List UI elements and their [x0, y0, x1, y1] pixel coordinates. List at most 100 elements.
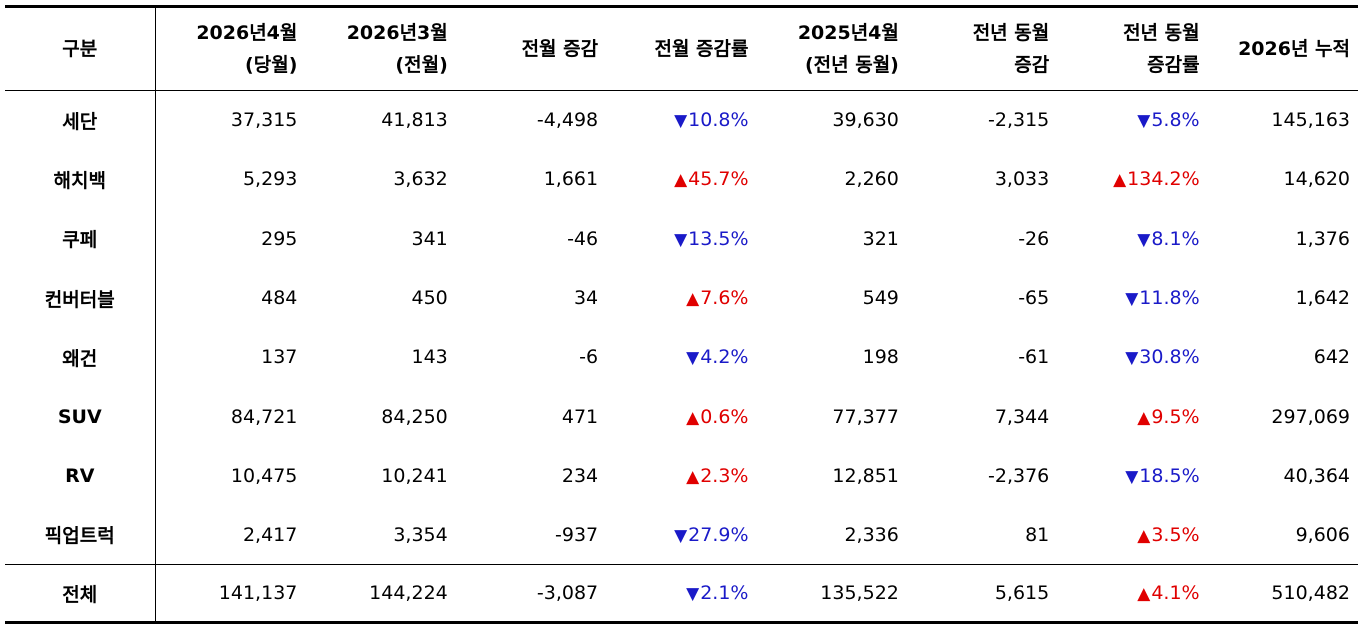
- previous-month-cell: 3,632: [393, 168, 448, 191]
- triangle-up-icon: ▲: [1137, 584, 1151, 605]
- yoy-rate-cell: ▼8.1%: [1057, 209, 1207, 268]
- mom-rate-cell: ▲2.3%: [606, 446, 756, 505]
- ytd-cell: 14,620: [1283, 168, 1350, 191]
- yoy-change-cell: -2,376: [988, 464, 1050, 487]
- rate-value: 4.1%: [1151, 582, 1200, 605]
- yoy-rate-cell: ▼18.5%: [1057, 446, 1207, 505]
- rate-value: 11.8%: [1139, 287, 1200, 310]
- rate-value: 4.2%: [700, 346, 749, 369]
- ytd-cell: 297,069: [1271, 405, 1350, 428]
- table-row: 픽업트럭 2,417 3,354 -937 ▼27.9% 2,336 81 ▲3.5% 9,60…: [5, 505, 1358, 565]
- header-row: 구분 2026년4월 (당월) 2026년3월 (전월) 전월 증감 전월 증감률 2025년…: [5, 6, 1358, 91]
- yoy-change-cell: -65: [1018, 287, 1050, 310]
- ytd-cell: 510,482: [1207, 564, 1358, 625]
- category-cell: 해치백: [5, 149, 156, 210]
- table-row: RV 10,475 10,241 234 ▲2.3% 12,851 -2,376 ▼18.5%…: [5, 446, 1358, 506]
- table-row: 컨버터블 484 450 34 ▲7.6% 549 -65 ▼11.8% 1,642: [5, 268, 1358, 328]
- triangle-up-icon: ▲: [1137, 407, 1151, 428]
- header-last-year-month: 2025년4월 (전년 동월): [756, 6, 907, 91]
- table-row: 왜건 137 143 -6 ▼4.2% 198 -61 ▼30.8% 642: [5, 327, 1358, 387]
- ytd-cell: 1,642: [1295, 287, 1350, 310]
- rate-value: 7.6%: [700, 287, 749, 310]
- rate-value: 9.5%: [1151, 405, 1200, 428]
- table-row: 해치백 5,293 3,632 1,661 ▲45.7% 2,260 3,033 ▲134.2…: [5, 149, 1358, 210]
- rate-value: 3.5%: [1151, 523, 1200, 546]
- previous-month-cell: 341: [411, 227, 448, 250]
- header-category: 구분: [5, 6, 156, 91]
- mom-change-cell: 34: [573, 287, 599, 310]
- header-line: (당월): [245, 54, 298, 76]
- table-row: 쿠페 295 341 -46 ▼13.5% 321 -26 ▼8.1% 1,376: [5, 209, 1358, 269]
- table-header: 구분 2026년4월 (당월) 2026년3월 (전월) 전월 증감 전월 증감률 2025년…: [5, 6, 1358, 91]
- header-yoy-rate: 전년 동월 증감률: [1057, 6, 1208, 91]
- header-line: 2025년4월: [797, 22, 899, 44]
- mom-change-cell: 471: [561, 405, 599, 428]
- header-line: 전월 증감률: [654, 38, 749, 60]
- yoy-change-cell: 81: [1025, 523, 1050, 546]
- yoy-rate-cell: ▲134.2%: [1057, 150, 1207, 209]
- mom-rate-cell: ▼13.5%: [606, 209, 756, 268]
- triangle-up-icon: ▲: [686, 466, 700, 487]
- ytd-cell: 1,376: [1295, 227, 1350, 250]
- header-line: 증감: [1014, 54, 1050, 76]
- mom-change-cell: -6: [579, 346, 599, 369]
- last-year-month-cell: 39,630: [832, 109, 899, 132]
- yoy-rate-cell: ▼5.8%: [1057, 91, 1207, 150]
- previous-month-cell: 84,250: [381, 405, 448, 428]
- header-yoy-change: 전년 동월 증감: [906, 6, 1058, 91]
- yoy-change-cell: -2,315: [988, 109, 1050, 132]
- rate-value: 30.8%: [1139, 346, 1200, 369]
- last-year-month-cell: 12,851: [832, 464, 899, 487]
- current-month-cell: 10,475: [230, 464, 298, 487]
- triangle-down-icon: ▼: [674, 525, 688, 546]
- current-month-cell: 295: [261, 227, 298, 250]
- mom-change-cell: -46: [567, 227, 599, 250]
- header-line: 전년 동월: [1123, 22, 1200, 44]
- mom-rate-cell: ▼2.1%: [606, 564, 757, 625]
- triangle-down-icon: ▼: [1137, 111, 1151, 132]
- rate-value: 18.5%: [1139, 464, 1200, 487]
- rate-value: 27.9%: [688, 523, 749, 546]
- yoy-rate-cell: ▼11.8%: [1057, 268, 1207, 327]
- current-month-cell: 141,137: [155, 564, 306, 625]
- table-row: SUV 84,721 84,250 471 ▲0.6% 77,377 7,344 ▲9.5% 2…: [5, 386, 1358, 447]
- mom-change-cell: -4,498: [536, 109, 599, 132]
- last-year-month-cell: 77,377: [832, 405, 899, 428]
- previous-month-cell: 10,241: [381, 464, 448, 487]
- last-year-month-cell: 549: [862, 287, 899, 310]
- category-cell: 전체: [5, 564, 156, 625]
- category-cell: 픽업트럭: [5, 505, 156, 565]
- yoy-change-cell: 3,033: [994, 168, 1050, 191]
- rate-value: 2.3%: [700, 464, 749, 487]
- last-year-month-cell: 2,336: [844, 523, 899, 546]
- triangle-down-icon: ▼: [1125, 348, 1139, 369]
- yoy-rate-cell: ▲4.1%: [1057, 564, 1208, 625]
- triangle-down-icon: ▼: [674, 111, 688, 132]
- yoy-change-cell: 5,615: [906, 564, 1058, 625]
- last-year-month-cell: 135,522: [756, 564, 907, 625]
- last-year-month-cell: 198: [862, 346, 899, 369]
- rate-value: 45.7%: [688, 168, 749, 191]
- current-month-cell: 84,721: [230, 405, 298, 428]
- ytd-cell: 40,364: [1283, 464, 1350, 487]
- header-line: (전월): [395, 54, 448, 76]
- mom-rate-cell: ▲0.6%: [606, 387, 756, 446]
- rate-value: 8.1%: [1151, 227, 1200, 250]
- header-line: 구분: [62, 38, 98, 60]
- mom-rate-cell: ▲7.6%: [606, 268, 756, 327]
- mom-rate-cell: ▼10.8%: [606, 91, 756, 150]
- category-cell: 왜건: [5, 327, 156, 387]
- table-row: 세단 37,315 41,813 -4,498 ▼10.8% 39,630 -2,315 ▼5…: [5, 90, 1358, 150]
- rate-value: 0.6%: [700, 405, 749, 428]
- header-line: 2026년 누적: [1238, 38, 1350, 60]
- sales-by-body-type-table: 구분 2026년4월 (당월) 2026년3월 (전월) 전월 증감 전월 증감률 2025년…: [5, 5, 1358, 625]
- header-line: 2026년3월: [346, 22, 448, 44]
- yoy-change-cell: -61: [1018, 346, 1050, 369]
- previous-month-cell: 143: [411, 346, 448, 369]
- mom-change-cell: -3,087: [455, 564, 607, 625]
- last-year-month-cell: 2,260: [844, 168, 899, 191]
- mom-change-cell: 234: [561, 464, 599, 487]
- header-line: 2026년4월: [196, 22, 298, 44]
- rate-value: 134.2%: [1127, 168, 1200, 191]
- rate-value: 5.8%: [1151, 109, 1200, 132]
